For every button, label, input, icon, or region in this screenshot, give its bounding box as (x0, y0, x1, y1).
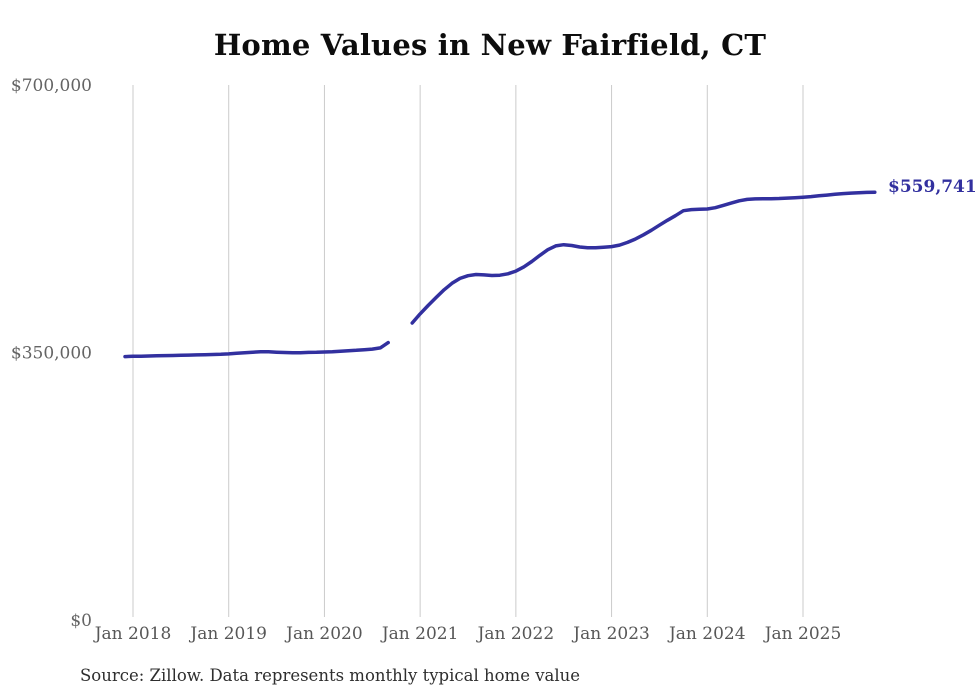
y-tick-label: $350,000 (11, 344, 92, 364)
x-tick-label: Jan 2025 (763, 624, 842, 644)
x-tick-label: Jan 2021 (380, 624, 459, 644)
y-tick-label: $0 (70, 611, 92, 631)
latest-value-label: $559,741 (888, 177, 977, 197)
chart-title: Home Values in New Fairfield, CT (213, 28, 767, 62)
x-tick-label: Jan 2018 (93, 624, 172, 644)
x-tick-label: Jan 2022 (476, 624, 555, 644)
y-tick-label: $700,000 (11, 76, 92, 96)
x-tick-label: Jan 2020 (284, 624, 363, 644)
x-tick-label: Jan 2024 (667, 624, 746, 644)
x-tick-label: Jan 2019 (188, 624, 267, 644)
home-value-line (123, 190, 877, 359)
source-note: Source: Zillow. Data represents monthly … (80, 666, 581, 685)
x-tick-label: Jan 2023 (571, 624, 650, 644)
